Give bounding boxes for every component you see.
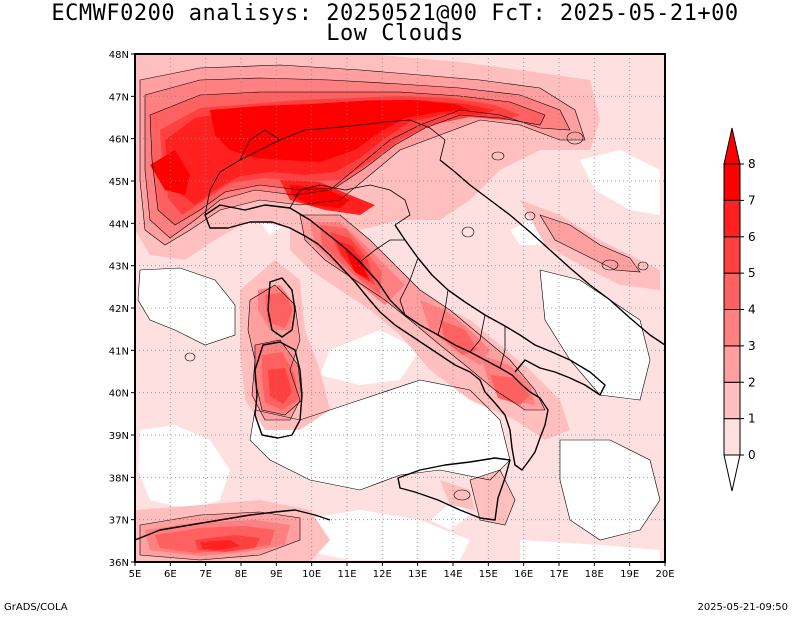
colorbar-segment: [723, 418, 741, 456]
lon-tick-label: 5E: [129, 569, 142, 580]
lat-tick-label: 47N: [109, 92, 129, 103]
lat-tick-label: 44N: [109, 219, 129, 230]
colorbar-segment: [723, 345, 741, 383]
lat-tick-label: 41N: [109, 346, 129, 357]
colorbar-legend: 0 1 2 3 4 5 6 7 8: [723, 127, 756, 492]
colorbar-segment: [723, 272, 741, 310]
colorbar-over-arrow: [723, 127, 741, 165]
lat-tick-label: 48N: [109, 50, 129, 61]
colorbar-label: 2: [748, 375, 756, 389]
lon-tick-label: 7E: [199, 569, 212, 580]
clear-sky-areas: [138, 150, 660, 562]
lat-tick-label: 45N: [109, 177, 129, 188]
colorbar-label: 5: [748, 266, 756, 280]
map-title: ECMWF0200 analisys: 20250521@00 FcT: 202…: [51, 1, 739, 26]
colorbar-label: 6: [748, 230, 756, 244]
map-subtitle: Low Clouds: [326, 21, 464, 46]
colorbar-label: 0: [748, 448, 756, 462]
lon-tick-label: 14E: [443, 569, 462, 580]
lat-tick-label: 42N: [109, 304, 129, 315]
footer-timestamp: 2025-05-21-09:50: [697, 602, 788, 613]
colorbar-label: 3: [748, 339, 756, 353]
lat-tick-label: 39N: [109, 431, 129, 442]
colorbar-label: 7: [748, 193, 756, 207]
coastlines: [135, 159, 665, 541]
lon-tick-label: 19E: [620, 569, 639, 580]
longitude-axis: 5E 6E 7E 8E 9E 10E 11E 12E 13E 14E 15E 16E 17E 18E 19E…: [129, 562, 675, 580]
lon-tick-label: 8E: [235, 569, 248, 580]
lon-tick-label: 17E: [549, 569, 568, 580]
lat-tick-label: 40N: [109, 389, 129, 400]
footer-credit: GrADS/COLA: [4, 602, 68, 613]
colorbar-label: 4: [748, 303, 756, 317]
lon-tick-label: 16E: [514, 569, 533, 580]
cloud-level-8: [150, 100, 470, 278]
colorbar-segment: [723, 236, 741, 274]
lon-tick-label: 13E: [408, 569, 427, 580]
lon-tick-label: 9E: [270, 569, 283, 580]
lat-tick-label: 46N: [109, 135, 129, 146]
lat-tick-label: 37N: [109, 516, 129, 527]
lat-tick-label: 43N: [109, 262, 129, 273]
colorbar-segment: [723, 309, 741, 347]
graticule: [135, 54, 665, 562]
lon-tick-label: 20E: [655, 569, 674, 580]
colorbar-label: 8: [748, 157, 756, 171]
lon-tick-label: 12E: [373, 569, 392, 580]
lon-tick-label: 11E: [337, 569, 356, 580]
borders: [204, 119, 506, 369]
lon-tick-label: 15E: [479, 569, 498, 580]
lat-tick-label: 38N: [109, 473, 129, 484]
colorbar-segment: [723, 381, 741, 420]
colorbar-label: 1: [748, 412, 756, 426]
lat-tick-label: 36N: [109, 558, 129, 569]
colorbar-under-arrow: [723, 454, 741, 492]
contour-lines: [137, 64, 661, 561]
colorbar-segment: [723, 163, 741, 201]
cloud-field: [135, 54, 665, 562]
colorbar-segment: [723, 199, 741, 238]
lon-tick-label: 10E: [302, 569, 321, 580]
latitude-axis: 36N 37N 38N 39N 40N 41N 42N 43N 44N 45N 46N 47N 48N: [109, 50, 135, 569]
lon-tick-label: 6E: [164, 569, 177, 580]
lon-tick-label: 18E: [585, 569, 604, 580]
